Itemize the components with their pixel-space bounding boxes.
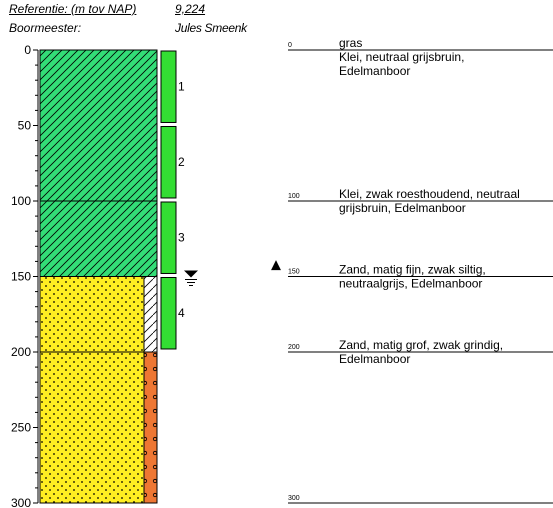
description-depth-label: 100 (288, 193, 300, 200)
reference-label: Referentie: (m tov NAP) (9, 2, 137, 16)
sample-label: 4 (178, 306, 185, 320)
description-depth-label: 300 (288, 495, 300, 502)
driller-value: Jules Smeenk (175, 21, 247, 35)
layer-sand-dots (40, 352, 144, 503)
layer-silt-hatch (144, 276, 157, 352)
reference-value: 9,224 (175, 2, 206, 16)
depth-tick-label: 200 (11, 345, 31, 359)
depth-tick-label: 250 (11, 421, 31, 435)
sample-label: 2 (178, 155, 185, 169)
layer-clay-hatch (40, 50, 157, 201)
layer-description-line: Klei, neutraal grijsbruin, (339, 50, 464, 64)
sample-bar (160, 126, 177, 199)
sample-bar (160, 201, 177, 274)
description-depth-label: 200 (288, 344, 300, 351)
driller-label: Boormeester: (9, 21, 82, 35)
description-depth-label: 150 (288, 269, 300, 276)
depth-tick-label: 100 (11, 194, 31, 208)
sample-bar (160, 277, 177, 350)
sample-label: 1 (178, 80, 185, 94)
sample-label: 3 (178, 231, 185, 245)
layer-description-line: Edelmanboor (339, 352, 410, 366)
layer-sand-dots (40, 276, 144, 352)
depth-tick-label: 0 (24, 43, 31, 57)
layer-gravel-pebbles (144, 352, 157, 503)
triangle-marker-icon: ▲ (271, 257, 281, 272)
column-outline (39, 49, 158, 504)
layer-description-line: Klei, zwak roesthoudend, neutraal (339, 187, 520, 201)
layer-description-line: Zand, matig fijn, zwak siltig, (339, 263, 486, 277)
description-depth-label: 0 (288, 42, 292, 49)
groundwater-level-icon (184, 270, 198, 278)
layer-description-line: Edelmanboor (339, 64, 410, 78)
layer-clay-hatch (40, 201, 157, 277)
depth-tick-label: 300 (11, 496, 31, 508)
layer-description-line: neutraalgrijs, Edelmanboor (339, 277, 482, 291)
layer-description-line: Zand, matig grof, zwak grindig, (339, 338, 503, 352)
depth-tick-label: 50 (18, 119, 32, 133)
sample-bar (160, 50, 177, 123)
depth-tick-label: 150 (11, 270, 31, 284)
layer-description-line: gras (339, 36, 362, 50)
layer-description-line: grijsbruin, Edelmanboor (339, 201, 466, 215)
